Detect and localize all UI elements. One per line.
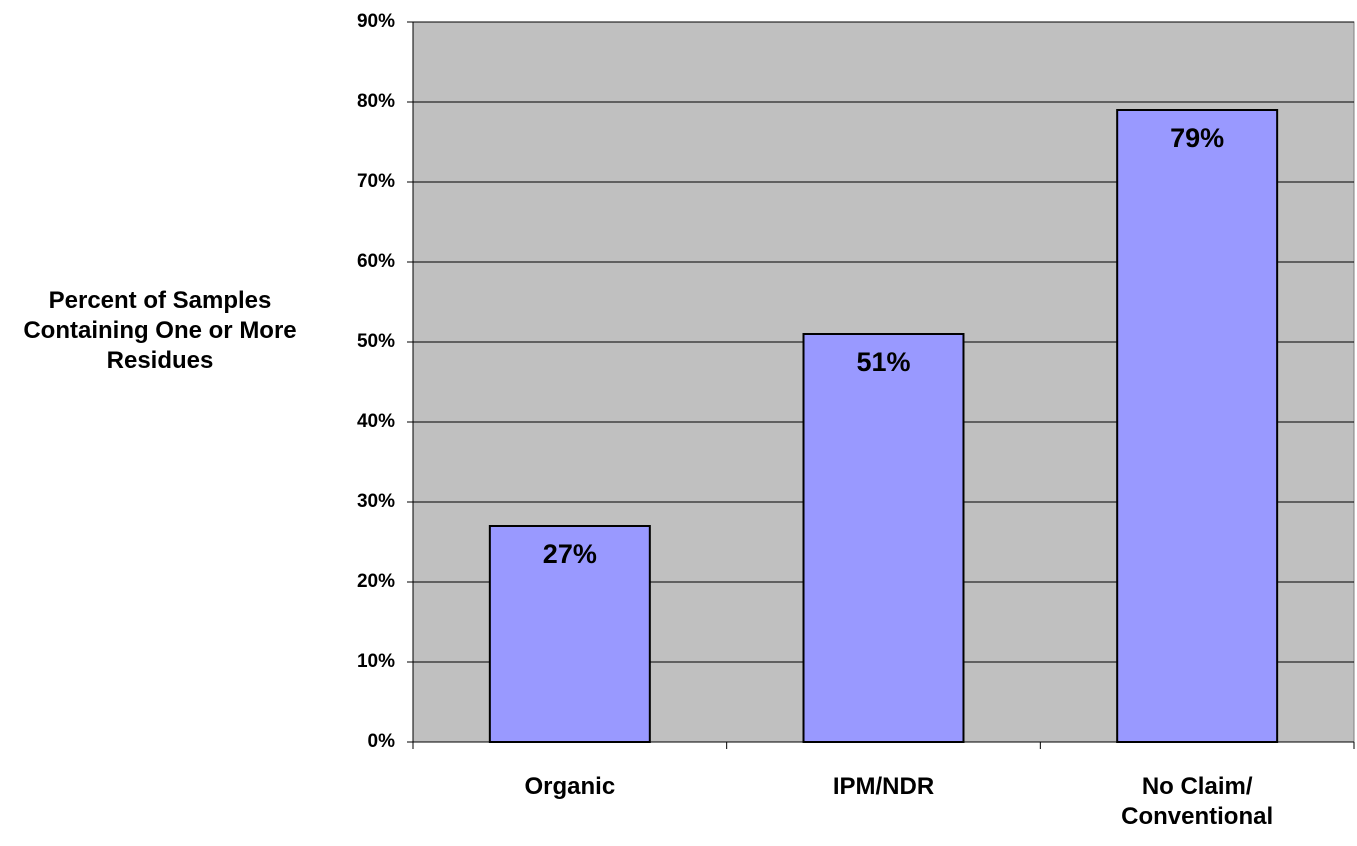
x-tick-label: IPM/NDR [832,773,935,800]
y-tick-label: 10% [357,651,395,672]
data-label: 79% [1170,123,1224,153]
x-tick-label: No Claim/ Conventional [1121,773,1274,830]
y-tick-label: 40% [357,411,395,432]
x-tick-label: Organic [524,773,616,800]
y-tick-label: 90% [357,11,395,32]
data-label: 27% [543,539,597,569]
y-tick-label: 80% [357,91,395,112]
bar [488,525,651,743]
y-tick-label: 30% [357,491,395,512]
y-axis-label: Percent of Samples Containing One or Mor… [23,287,297,374]
y-tick-label: 0% [368,731,396,752]
y-tick-label: 70% [357,171,395,192]
y-tick-label: 50% [357,331,395,352]
y-tick-label: 20% [357,571,395,592]
bar [1116,109,1279,743]
bar [802,333,965,743]
data-label: 51% [856,347,910,377]
y-tick-label: 60% [357,251,395,272]
